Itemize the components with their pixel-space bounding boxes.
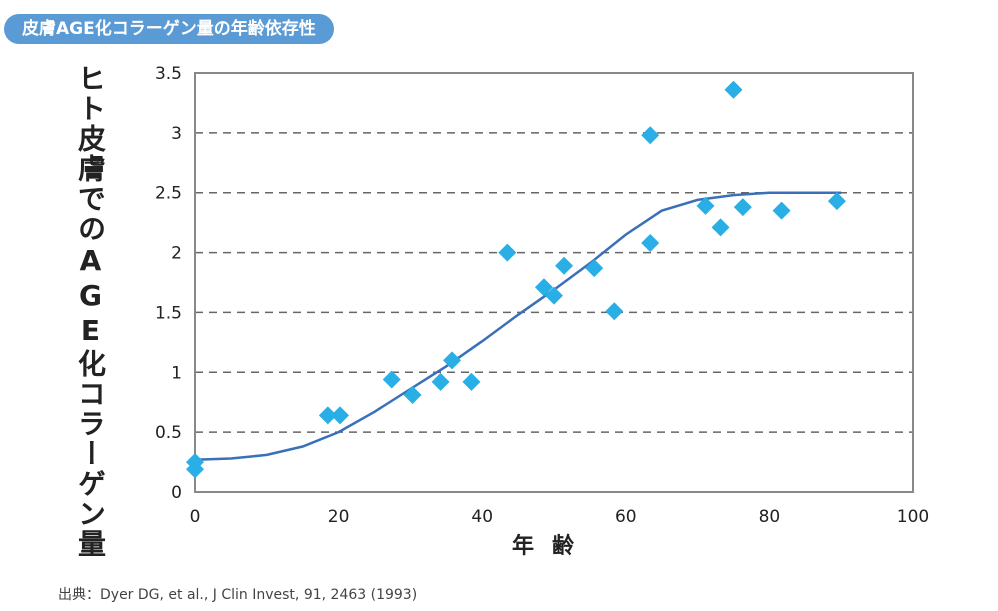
- data-point: [331, 406, 350, 425]
- x-tick-label: 100: [897, 507, 929, 527]
- grid-lines: [195, 132, 913, 433]
- y-tick-label: 1.5: [155, 303, 182, 323]
- data-point: [724, 80, 743, 99]
- data-points: [186, 80, 846, 479]
- data-point: [431, 372, 450, 391]
- y-tick-label: 0.5: [155, 423, 182, 443]
- source-citation: 出典：Dyer DG, et al., J Clin Invest, 91, 2…: [58, 587, 418, 603]
- x-axis-label: 年齢: [512, 533, 592, 559]
- data-point: [711, 218, 730, 237]
- data-point: [498, 243, 517, 262]
- x-tick-label: 80: [759, 507, 781, 527]
- trend-curve: [194, 191, 842, 461]
- scatter-chart: 0 0.5 1 1.5 2 2.5 3 3.5 0 20 40 60 80 100 年齢: [155, 64, 930, 559]
- x-tick-label: 0: [190, 507, 201, 527]
- data-point: [318, 406, 337, 425]
- data-point: [585, 259, 604, 278]
- data-point: [827, 192, 846, 211]
- y-tick-label: 3.5: [155, 64, 182, 84]
- y-tick-labels: 0 0.5 1 1.5 2 2.5 3 3.5: [155, 64, 182, 503]
- y-tick-label: 0: [171, 483, 182, 503]
- data-point: [641, 233, 660, 252]
- data-point: [641, 126, 660, 145]
- page-title: 皮膚AGE化コラーゲン量の年齢依存性: [4, 14, 334, 44]
- y-axis-label: ヒト皮膚でのAGE化コラーゲン量: [74, 64, 107, 559]
- data-point: [545, 286, 563, 305]
- data-point: [382, 370, 401, 389]
- x-tick-label: 60: [615, 507, 637, 527]
- y-tick-label: 2.5: [155, 184, 182, 204]
- y-tick-label: 2: [171, 244, 182, 264]
- data-point: [555, 256, 574, 275]
- data-point: [186, 460, 204, 479]
- data-point: [534, 278, 553, 297]
- data-point: [696, 196, 715, 215]
- data-point: [733, 198, 752, 217]
- data-point: [605, 302, 624, 321]
- x-tick-label: 20: [328, 507, 350, 527]
- data-point: [443, 351, 462, 370]
- x-tick-labels: 0 20 40 60 80 100: [190, 507, 930, 527]
- plot-frame: [194, 72, 914, 493]
- data-point: [403, 386, 422, 405]
- data-point: [462, 372, 481, 391]
- x-tick-label: 40: [471, 507, 493, 527]
- y-tick-label: 1: [171, 363, 182, 383]
- data-point: [772, 201, 791, 220]
- y-tick-label: 3: [171, 124, 182, 144]
